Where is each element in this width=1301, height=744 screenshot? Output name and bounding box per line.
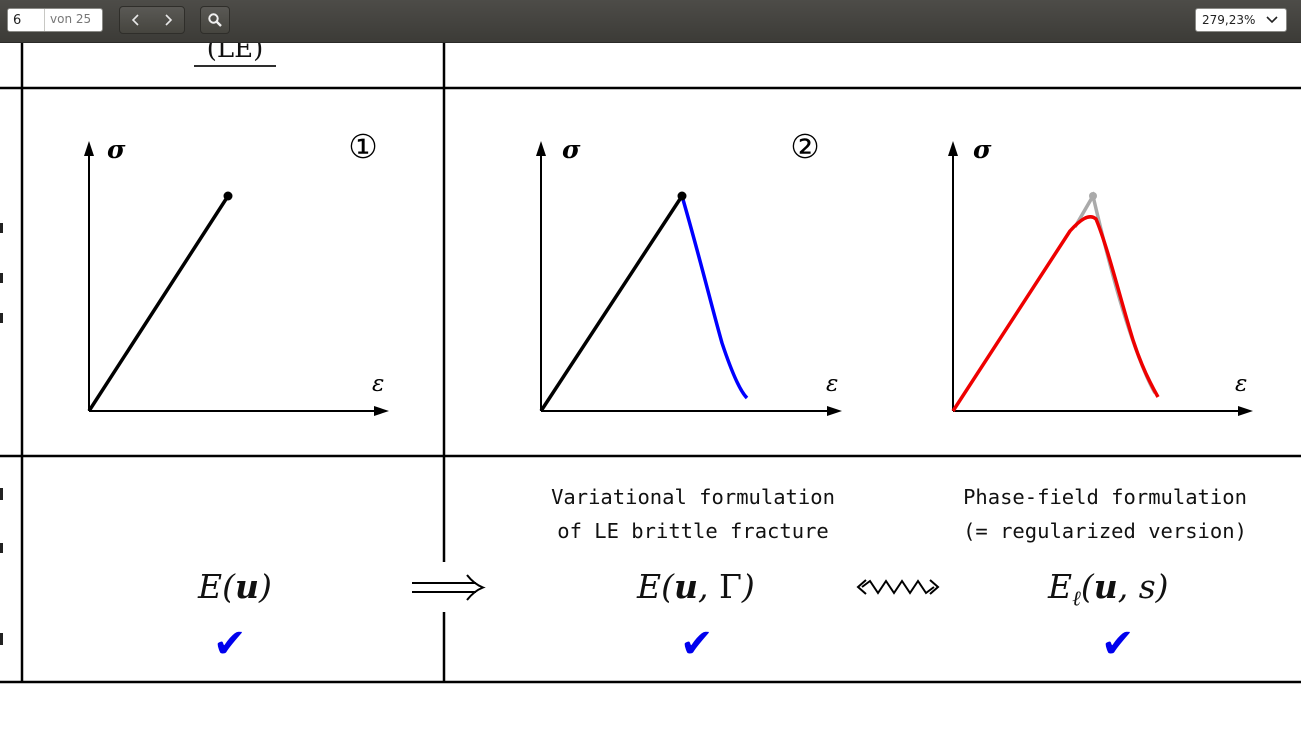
zoom-level-label: 279,23% <box>1202 13 1256 27</box>
page-nav-group <box>119 6 185 34</box>
energy-formula-variational: E(u, Γ) <box>637 567 755 606</box>
energy-formula-phasefield: Eℓ(u, s) <box>1048 567 1169 611</box>
chart1-xlabel: ε <box>372 371 384 397</box>
implies-arrow <box>412 574 486 601</box>
chart3-phasefield-curve <box>951 215 1160 412</box>
pdf-page: (LE) σ ε ① σ ε ② <box>0 43 1301 744</box>
chart-linear-elastic: σ ε ① <box>84 127 389 416</box>
chart1-x-arrow <box>374 406 389 416</box>
chart3-xlabel: ε <box>1235 371 1247 397</box>
chart1-y-arrow <box>84 141 94 156</box>
chart3-sharp-peak-point <box>1089 192 1097 200</box>
chart3-y-arrow <box>948 141 958 156</box>
search-icon <box>208 13 222 27</box>
row-labels-clipped <box>0 223 3 645</box>
chevron-right-icon <box>165 14 173 26</box>
chart1-linear-curve <box>87 195 230 412</box>
chart2-x-arrow <box>827 406 842 416</box>
table-grid <box>0 43 1301 684</box>
chart1-ylabel: σ <box>107 135 126 164</box>
chart2-peak-point <box>677 191 687 201</box>
row-label-fragment <box>0 313 3 323</box>
chart2-ylabel: σ <box>562 135 581 164</box>
zoom-select[interactable]: 279,23% <box>1195 8 1287 32</box>
chart2-marker: ② <box>790 127 820 166</box>
squiggle-arrow <box>856 579 940 595</box>
row-label-fragment <box>0 273 3 283</box>
chevron-left-icon <box>131 14 139 26</box>
chart-phase-field: σ ε <box>948 135 1253 416</box>
page-number-input[interactable] <box>8 9 43 31</box>
row-label-fragment <box>0 633 3 645</box>
page-separator <box>44 9 45 31</box>
energy-formula-le: E(u) <box>198 567 272 606</box>
page-graphics: (LE) σ ε ① σ ε ② <box>0 43 1301 684</box>
chart1-marker: ① <box>348 127 378 166</box>
chart3-ylabel: σ <box>973 135 992 164</box>
row-label-fragment <box>0 543 3 553</box>
checkmark-icon: ✔ <box>680 621 714 667</box>
variational-formulation-title: Variational formulation of LE brittle fr… <box>551 485 835 543</box>
row-label-fragment <box>0 223 3 233</box>
search-button[interactable] <box>200 6 230 34</box>
row-label-fragment <box>0 488 3 500</box>
checkmark-icon: ✔ <box>1101 621 1135 667</box>
phasefield-formulation-title: Phase-field formulation (= regularized v… <box>963 485 1247 543</box>
page-count-label: von 25 <box>50 12 92 26</box>
chart2-xlabel: ε <box>826 371 838 397</box>
top-label-le: (LE) <box>207 43 264 64</box>
page-number-box: von 25 <box>7 8 103 32</box>
chart2-linear-curve <box>539 195 684 412</box>
chart2-y-arrow <box>536 141 546 156</box>
previous-page-button[interactable] <box>120 7 152 33</box>
chart-variational: σ ε ② <box>536 127 842 416</box>
chart2-softening-curve <box>680 195 749 400</box>
chevron-down-icon <box>1266 16 1278 24</box>
chart1-fracture-point <box>223 191 233 201</box>
chart3-x-arrow <box>1238 406 1253 416</box>
next-page-button[interactable] <box>152 7 184 33</box>
pdf-toolbar: von 25 279,23% <box>0 0 1301 43</box>
checkmark-icon: ✔ <box>213 621 247 667</box>
